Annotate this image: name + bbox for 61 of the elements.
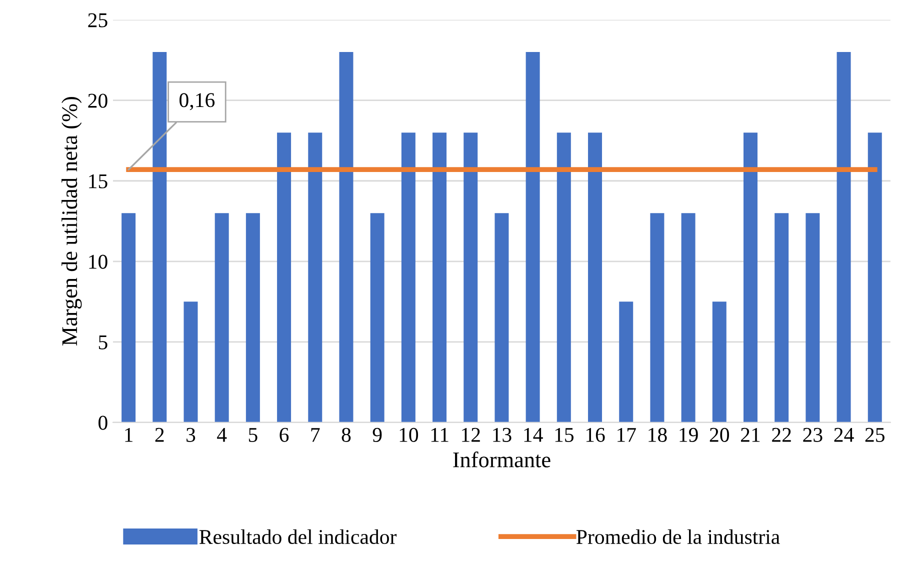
y-tick-label: 15 [89, 174, 108, 188]
x-tick-label: 1 [125, 428, 133, 442]
bar [681, 213, 696, 422]
bar [619, 302, 634, 422]
legend-label: Promedio de la industria [576, 529, 780, 544]
bar [401, 132, 416, 422]
bar [556, 132, 571, 422]
y-axis-title: Margen de utilidad neta (%) [62, 97, 82, 346]
x-tick-label: 12 [462, 428, 480, 442]
x-tick-label: 8 [342, 428, 351, 442]
x-tick-label: 9 [372, 428, 382, 442]
bar [339, 52, 354, 422]
bar [526, 52, 540, 422]
y-tick-label: 20 [88, 94, 108, 108]
bar [774, 213, 789, 422]
x-tick-label: 3 [186, 428, 196, 442]
x-tick-label: 13 [493, 428, 512, 442]
x-tick-label: 24 [834, 428, 854, 442]
x-tick-label: 15 [555, 428, 574, 442]
x-axis-title: Informante [453, 452, 550, 468]
x-tick-label: 7 [311, 428, 320, 442]
bar [308, 132, 322, 422]
x-tick-label: 21 [741, 428, 760, 442]
x-tick-label: 14 [524, 428, 543, 442]
x-tick-label: 5 [248, 428, 258, 442]
bar [122, 213, 136, 422]
x-tick-label: 10 [400, 428, 418, 442]
legend-label: Resultado del indicador [199, 529, 397, 544]
bar [494, 213, 509, 422]
bar [464, 132, 478, 422]
x-tick-label: 4 [217, 428, 227, 442]
bar [868, 132, 882, 422]
bar [650, 213, 664, 422]
x-tick-label: 16 [586, 428, 605, 442]
bar [836, 52, 851, 422]
y-tick-label: 0 [98, 416, 108, 430]
x-tick-label: 17 [618, 428, 636, 442]
x-tick-label: 23 [803, 428, 822, 442]
annotation: 0,16 [180, 93, 215, 110]
x-tick-label: 19 [680, 428, 698, 442]
x-tick-label: 18 [648, 428, 667, 442]
bar [184, 302, 198, 422]
x-tick-label: 25 [865, 428, 884, 442]
bar [588, 132, 602, 422]
y-tick-label: 10 [89, 254, 108, 269]
x-tick-label: 6 [280, 428, 289, 442]
y-tick-label: 25 [88, 13, 108, 28]
x-tick-label: 20 [710, 428, 730, 442]
bar [277, 132, 292, 422]
bar [806, 213, 820, 422]
bar [214, 213, 229, 422]
bar [370, 213, 384, 422]
bar [712, 302, 726, 422]
y-tick-label: 5 [98, 335, 108, 350]
bar [744, 132, 758, 422]
x-tick-label: 2 [155, 428, 164, 442]
x-tick-label: 22 [772, 428, 791, 442]
x-tick-label: 11 [431, 428, 448, 442]
bar [152, 52, 167, 422]
bar [432, 132, 447, 422]
bar [246, 213, 260, 422]
